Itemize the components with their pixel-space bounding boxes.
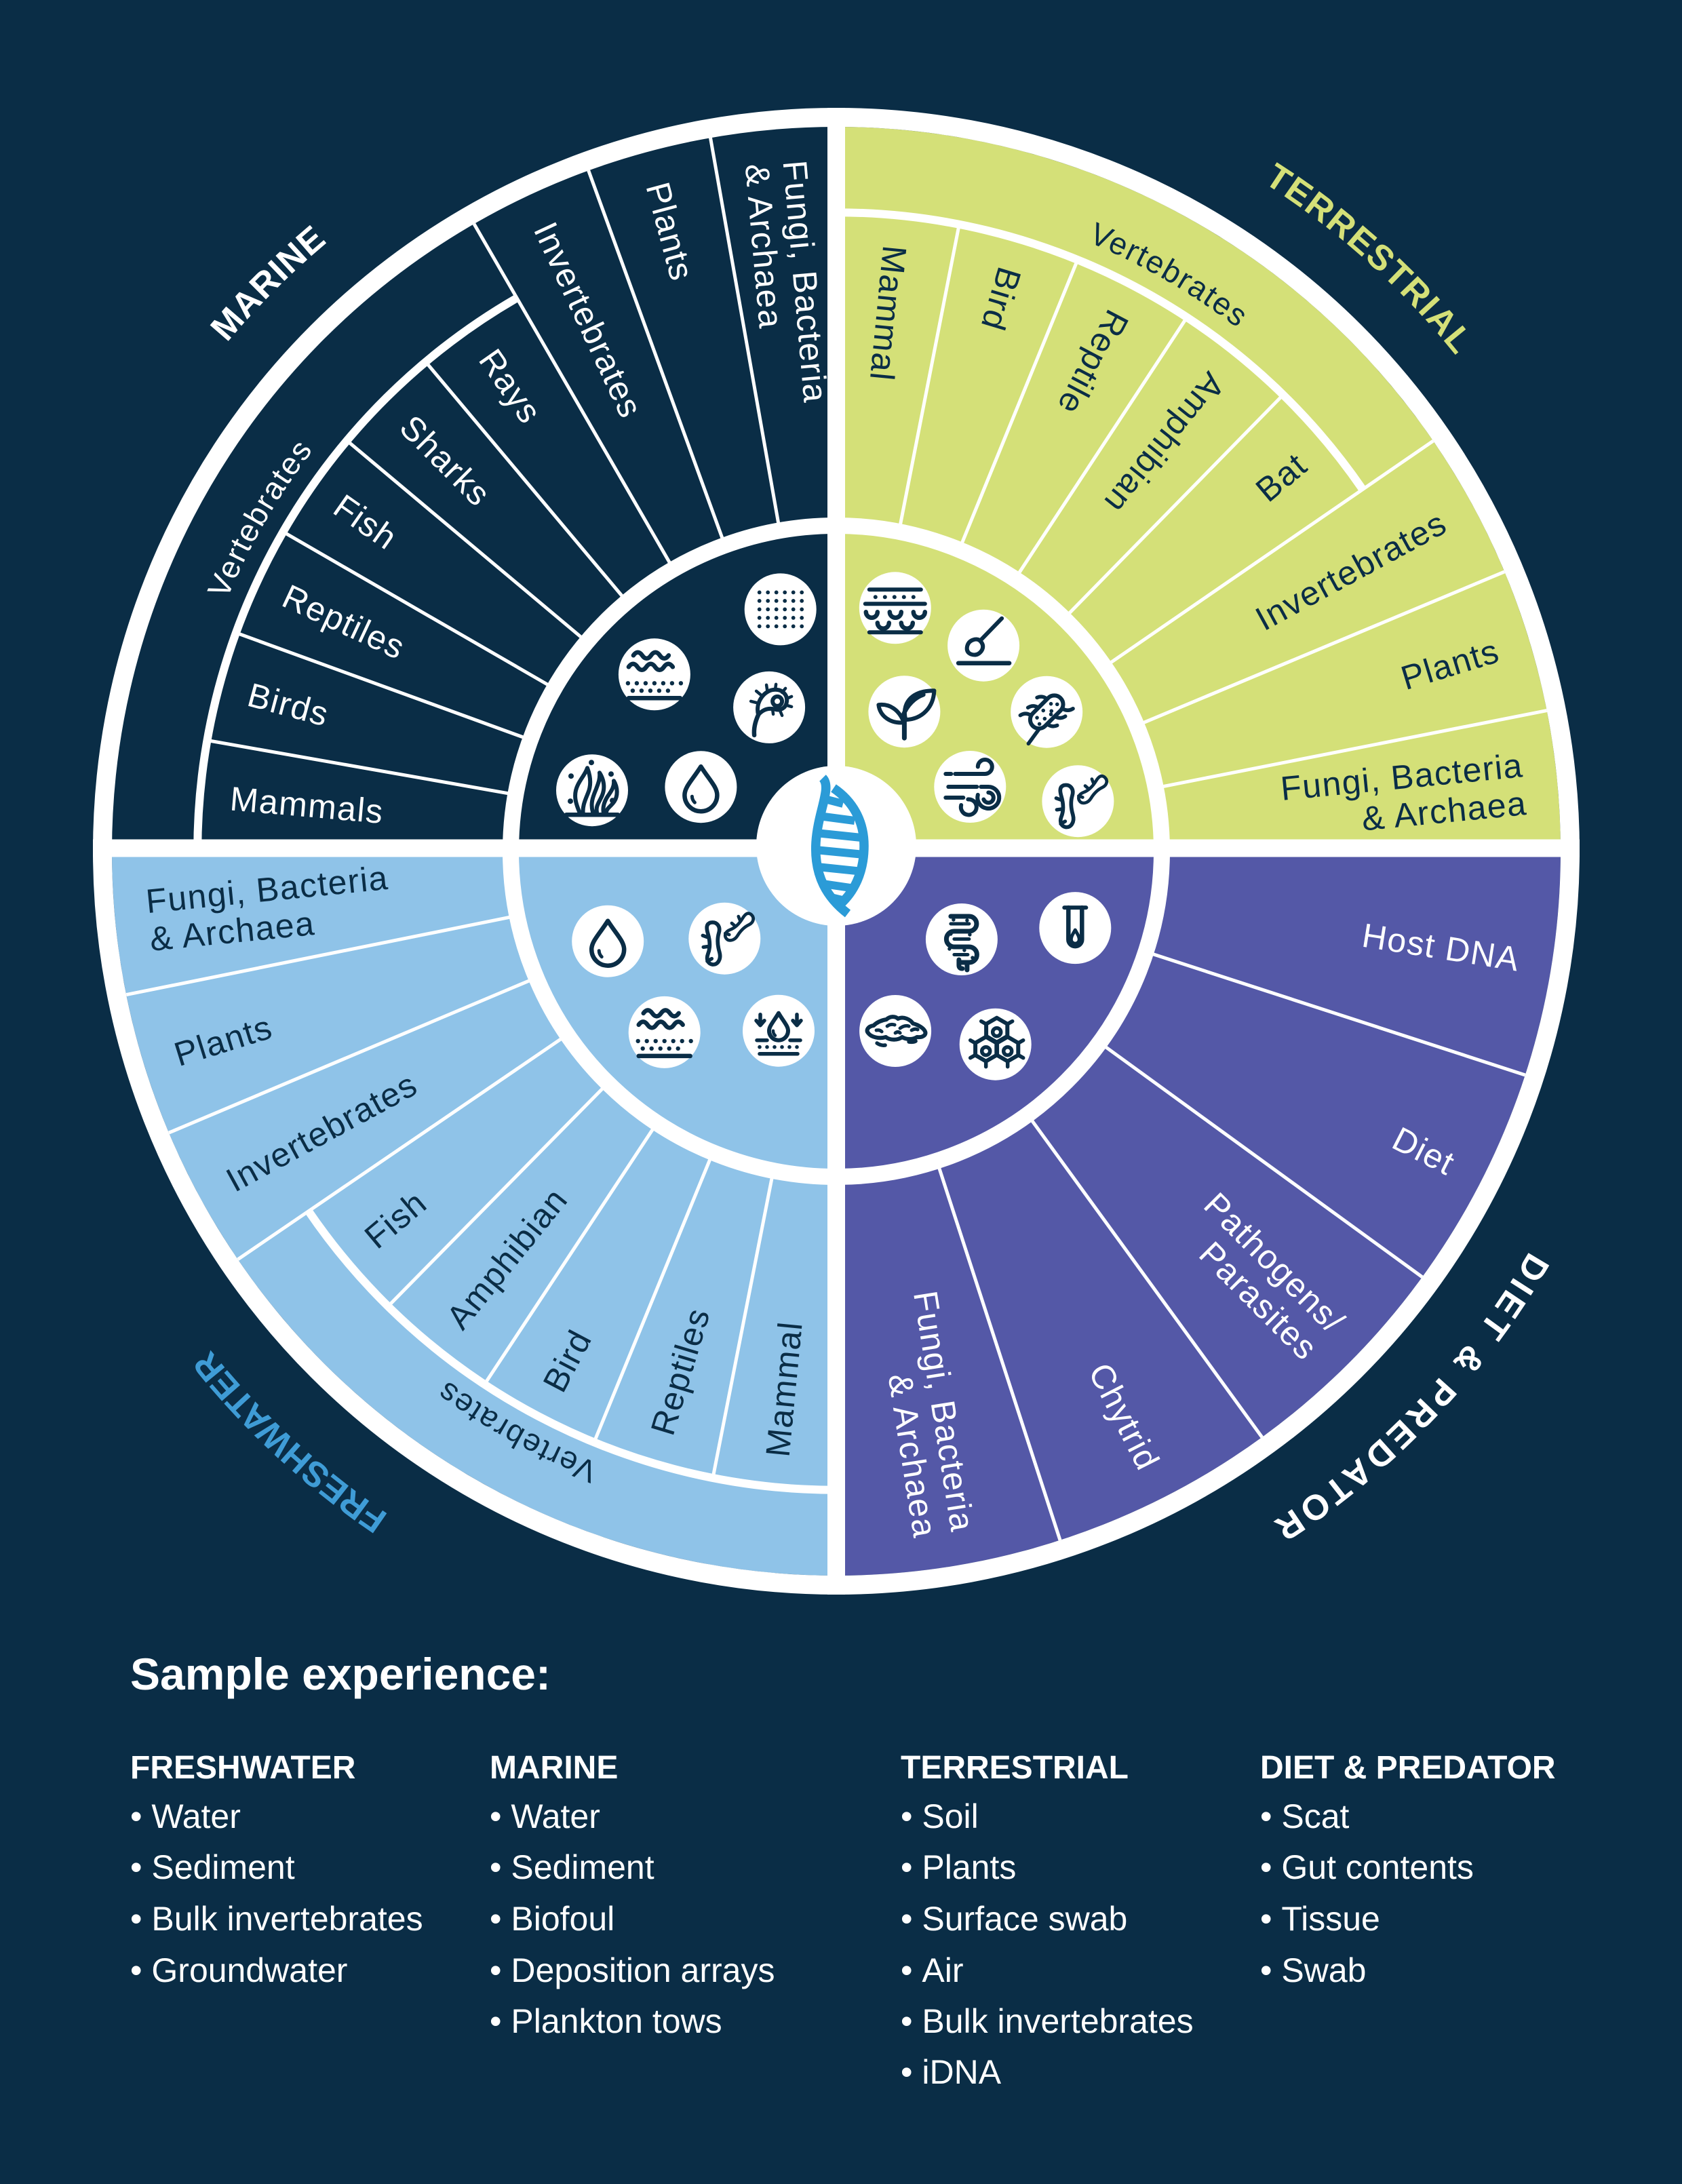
svg-text:MARINE: MARINE [490,1750,618,1786]
svg-text:• Swab: • Swab [1260,1951,1366,1989]
svg-text:• Air: • Air [901,1951,964,1989]
svg-text:TERRESTRIAL: TERRESTRIAL [901,1750,1129,1786]
svg-text:• Groundwater: • Groundwater [130,1951,347,1989]
svg-text:• Plants: • Plants [901,1848,1016,1886]
svg-text:• Plankton tows: • Plankton tows [490,2002,722,2040]
svg-text:• Water: • Water [130,1797,241,1835]
svg-text:• Surface swab: • Surface swab [901,1900,1127,1938]
svg-text:• Tissue: • Tissue [1260,1900,1380,1938]
svg-text:• Water: • Water [490,1797,600,1835]
svg-text:• Soil: • Soil [901,1797,979,1835]
svg-text:• Bulk invertebrates: • Bulk invertebrates [130,1900,423,1938]
svg-text:• Biofoul: • Biofoul [490,1900,614,1938]
svg-text:• Gut contents: • Gut contents [1260,1848,1474,1886]
svg-text:DIET & PREDATOR: DIET & PREDATOR [1260,1750,1556,1786]
svg-text:• Sediment: • Sediment [130,1848,295,1886]
svg-text:FRESHWATER: FRESHWATER [130,1750,355,1786]
svg-text:• Bulk invertebrates: • Bulk invertebrates [901,2002,1194,2040]
svg-text:Sample experience:: Sample experience: [130,1649,551,1699]
svg-text:• Deposition arrays: • Deposition arrays [490,1951,775,1989]
svg-text:• Scat: • Scat [1260,1797,1350,1835]
svg-text:• iDNA: • iDNA [901,2053,1002,2091]
svg-text:• Sediment: • Sediment [490,1848,654,1886]
